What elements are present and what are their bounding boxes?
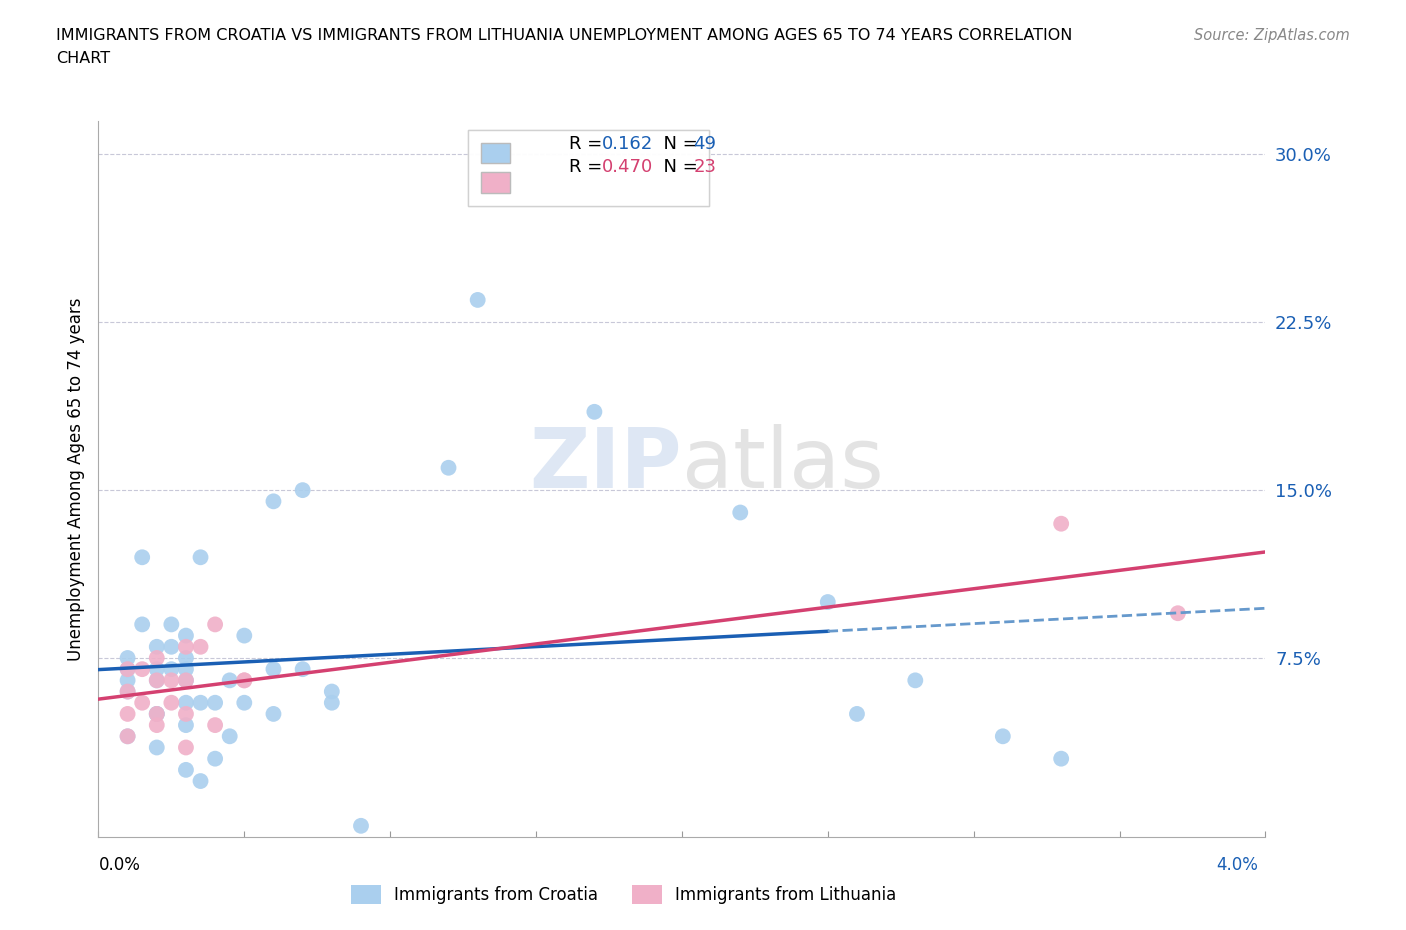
Point (204, 718, 226, 733)
Text: Source: ZipAtlas.com: Source: ZipAtlas.com (1194, 28, 1350, 43)
Point (146, 662, 169, 677)
Point (991, 729, 1014, 744)
Point (174, 740, 197, 755)
Point (174, 639, 197, 654)
Point (117, 684, 139, 699)
Point (190, 696, 212, 711)
Point (117, 729, 139, 744)
Point (174, 628, 197, 643)
Point (117, 684, 139, 699)
Text: ZIP: ZIP (530, 424, 682, 505)
Text: R =: R = (569, 158, 609, 177)
Point (146, 740, 169, 755)
Point (730, 505, 752, 520)
Point (291, 483, 314, 498)
Point (233, 673, 256, 688)
Point (146, 718, 169, 733)
Point (146, 673, 169, 688)
Point (174, 763, 197, 777)
Point (190, 550, 212, 565)
Point (233, 673, 256, 688)
Point (845, 707, 868, 722)
Point (174, 718, 197, 733)
Point (904, 673, 927, 688)
Text: atlas: atlas (682, 424, 883, 505)
Point (204, 751, 226, 766)
Point (174, 707, 197, 722)
Point (817, 594, 839, 609)
Point (321, 696, 343, 711)
Point (160, 696, 183, 711)
Point (146, 707, 169, 722)
Point (146, 639, 169, 654)
Point (131, 550, 153, 565)
Text: 4.0%: 4.0% (1216, 856, 1258, 873)
Point (1167, 605, 1189, 620)
Text: R =: R = (569, 135, 609, 153)
Point (262, 662, 284, 677)
Point (146, 673, 169, 688)
Point (262, 707, 284, 722)
Point (131, 662, 153, 677)
Point (467, 293, 489, 308)
Point (291, 662, 314, 677)
Point (146, 707, 169, 722)
Point (146, 707, 169, 722)
Point (1050, 516, 1073, 531)
Point (117, 662, 139, 677)
Point (190, 774, 212, 789)
Point (160, 673, 183, 688)
Text: CHART: CHART (56, 51, 110, 66)
Point (174, 673, 197, 688)
Point (160, 662, 183, 677)
Text: N =: N = (652, 135, 704, 153)
Point (117, 729, 139, 744)
Point (437, 460, 460, 475)
Point (160, 639, 183, 654)
Point (350, 818, 373, 833)
Legend:                               ,                               : , (468, 130, 709, 206)
Point (233, 696, 256, 711)
Point (146, 651, 169, 666)
Point (174, 651, 197, 666)
Text: IMMIGRANTS FROM CROATIA VS IMMIGRANTS FROM LITHUANIA UNEMPLOYMENT AMONG AGES 65 : IMMIGRANTS FROM CROATIA VS IMMIGRANTS FR… (56, 28, 1073, 43)
Point (131, 696, 153, 711)
Point (117, 673, 139, 688)
Point (174, 696, 197, 711)
Point (160, 617, 183, 631)
Text: 0.470: 0.470 (602, 158, 652, 177)
Point (583, 405, 606, 419)
Point (117, 651, 139, 666)
Point (262, 494, 284, 509)
Point (204, 696, 226, 711)
Point (117, 707, 139, 722)
Point (218, 673, 240, 688)
Point (218, 729, 240, 744)
Point (117, 662, 139, 677)
Point (204, 617, 226, 631)
Point (174, 662, 197, 677)
Point (1050, 751, 1073, 766)
Text: N =: N = (652, 158, 704, 177)
Text: 49: 49 (693, 135, 716, 153)
Point (233, 628, 256, 643)
Point (174, 673, 197, 688)
Point (131, 617, 153, 631)
Text: 23: 23 (693, 158, 716, 177)
Y-axis label: Unemployment Among Ages 65 to 74 years: Unemployment Among Ages 65 to 74 years (66, 298, 84, 660)
Point (190, 639, 212, 654)
Text: 0.162: 0.162 (602, 135, 652, 153)
Point (321, 684, 343, 699)
Text: 0.0%: 0.0% (98, 856, 141, 873)
